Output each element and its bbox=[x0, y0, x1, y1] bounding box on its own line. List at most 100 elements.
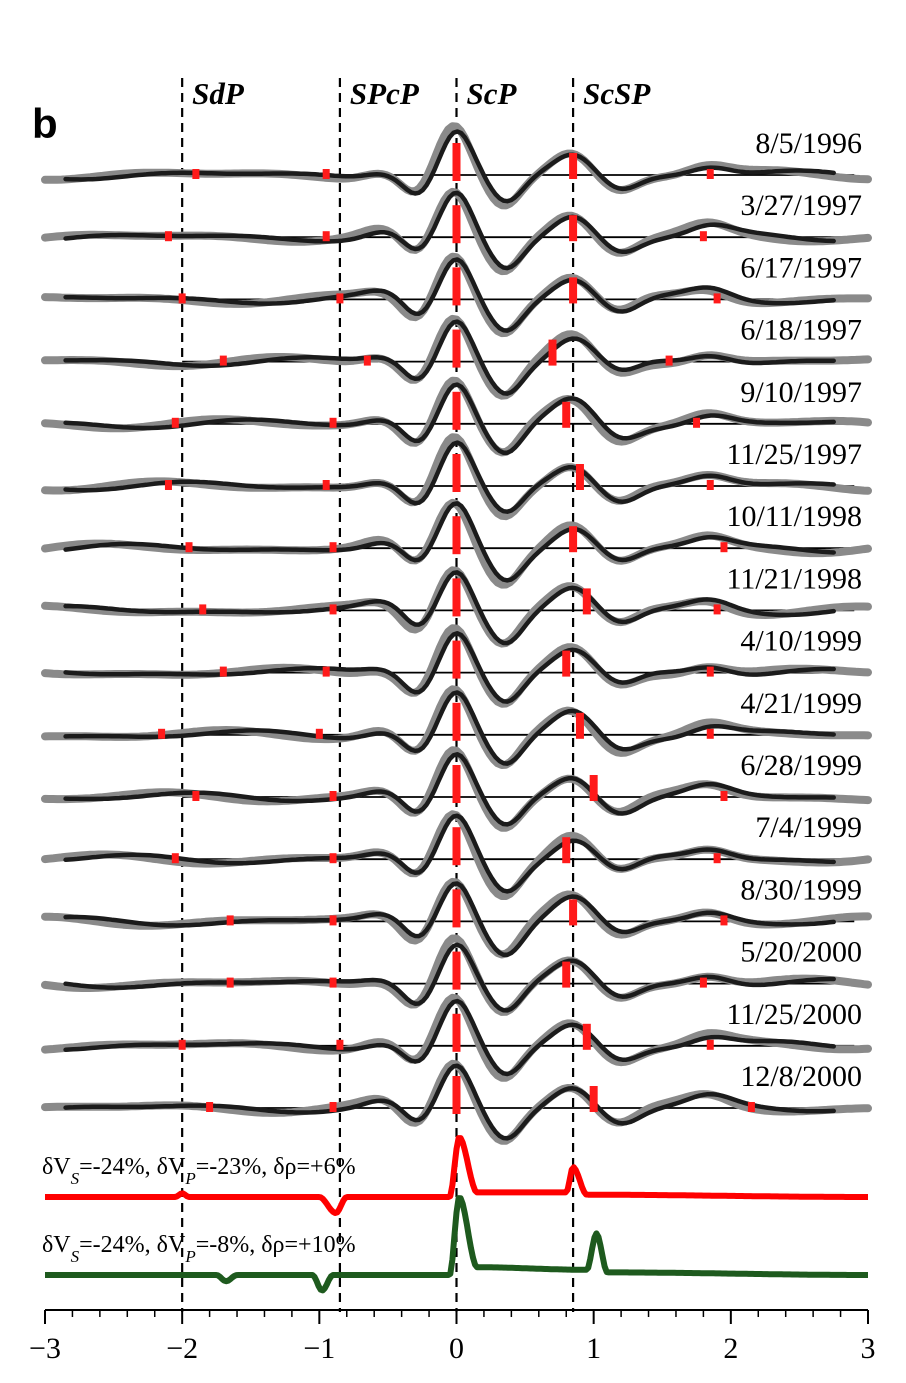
phase-marker bbox=[452, 454, 461, 492]
trace-stack-black bbox=[63, 631, 836, 704]
phase-marker bbox=[713, 293, 721, 304]
phase-marker bbox=[452, 1076, 461, 1114]
phase-marker bbox=[452, 143, 461, 181]
phase-marker bbox=[589, 1086, 598, 1112]
phase-marker bbox=[452, 391, 461, 430]
phase-marker bbox=[322, 231, 330, 242]
trace-date-label: 11/25/2000 bbox=[726, 998, 862, 1031]
x-axis: −3 −2 −1 0 1 2 3 bbox=[29, 1309, 876, 1365]
phase-marker bbox=[363, 355, 371, 366]
trace-date-label: 6/28/1999 bbox=[740, 749, 862, 782]
trace-date-label: 4/10/1999 bbox=[740, 625, 862, 658]
phase-marker bbox=[693, 417, 701, 428]
x-tick-label: 3 bbox=[861, 1332, 876, 1365]
synthetic-model-label: δVS=-24%, δVP=-8%, δρ=+10% bbox=[42, 1232, 356, 1266]
phase-marker bbox=[589, 775, 598, 801]
trace-stack-black bbox=[63, 440, 836, 514]
phase-marker bbox=[452, 765, 461, 803]
trace-stack-black bbox=[63, 190, 836, 271]
phase-marker bbox=[329, 915, 337, 926]
trace-11-25-1997: 11/25/1997 bbox=[41, 433, 872, 521]
phase-marker bbox=[582, 1023, 591, 1050]
phase-marker bbox=[164, 480, 172, 490]
trace-3-27-1997: 3/27/1997 bbox=[41, 187, 872, 276]
trace-stack-black bbox=[63, 813, 836, 894]
trace-stack-black bbox=[63, 998, 836, 1077]
trace-6-18-1997: 6/18/1997 bbox=[41, 314, 872, 400]
phase-label-sdp: SdP bbox=[192, 76, 245, 111]
x-tick-label: 0 bbox=[449, 1332, 464, 1365]
phase-marker bbox=[178, 1039, 186, 1050]
phase-marker bbox=[706, 1039, 714, 1050]
phase-marker bbox=[206, 1102, 214, 1112]
phase-label-spcp: SPcP bbox=[350, 76, 420, 111]
phase-marker bbox=[226, 915, 234, 926]
trace-stack-black bbox=[63, 501, 836, 583]
x-tick-label: −3 bbox=[29, 1332, 61, 1365]
trace-date-label: 10/11/1998 bbox=[726, 500, 862, 533]
phase-marker bbox=[699, 231, 707, 242]
phase-marker bbox=[322, 666, 330, 677]
phase-marker bbox=[706, 480, 714, 490]
trace-11-25-2000: 11/25/2000 bbox=[41, 993, 872, 1082]
synthetic-curve bbox=[44, 1195, 869, 1294]
synthetic-model-label: δVS=-24%, δVP=-23%, δρ=+6% bbox=[42, 1154, 356, 1188]
phase-marker bbox=[569, 899, 578, 926]
phase-marker bbox=[699, 977, 707, 988]
trace-stack-black bbox=[63, 690, 836, 766]
trace-stack-black bbox=[63, 257, 836, 333]
phase-marker bbox=[562, 837, 571, 864]
phase-marker bbox=[569, 277, 578, 304]
phase-marker bbox=[706, 728, 714, 739]
trace-11-21-1998: 11/21/1998 bbox=[41, 562, 872, 648]
phase-marker bbox=[548, 339, 557, 366]
phase-marker bbox=[329, 977, 337, 988]
phase-marker bbox=[158, 728, 166, 739]
phase-marker bbox=[452, 516, 461, 555]
phase-marker bbox=[575, 712, 584, 739]
phase-marker bbox=[315, 728, 323, 739]
trace-stack-black bbox=[63, 942, 836, 1013]
phase-marker bbox=[329, 853, 337, 864]
trace-date-label: 8/5/1996 bbox=[755, 127, 862, 160]
phase-marker bbox=[192, 169, 200, 179]
trace-date-label: 4/21/1999 bbox=[740, 687, 862, 720]
x-tick-label: 1 bbox=[586, 1332, 601, 1365]
phase-marker bbox=[199, 604, 207, 615]
trace-date-label: 5/20/2000 bbox=[740, 936, 862, 969]
phase-marker bbox=[720, 542, 728, 553]
phase-marker bbox=[452, 578, 461, 617]
phase-marker bbox=[171, 417, 179, 428]
phase-marker bbox=[562, 961, 571, 988]
trace-stack-black bbox=[63, 319, 836, 396]
phase-marker bbox=[322, 169, 330, 179]
traces: 8/5/1996 3/27/1997 6/17/1997 6/18/1997 9/10/… bbox=[41, 122, 872, 1145]
panel-label: b bbox=[32, 100, 58, 147]
phase-marker bbox=[219, 666, 227, 677]
trace-4-10-1999: 4/10/1999 bbox=[41, 624, 872, 708]
phase-marker bbox=[562, 650, 571, 677]
trace-8-5-1996: 8/5/1996 bbox=[41, 122, 872, 210]
phase-marker bbox=[706, 666, 714, 677]
synthetic-curve bbox=[44, 1135, 869, 1216]
trace-stack-black bbox=[63, 570, 836, 646]
phase-marker bbox=[747, 1102, 755, 1112]
trace-8-30-1999: 8/30/1999 bbox=[41, 873, 872, 959]
phase-marker bbox=[720, 915, 728, 926]
phase-marker bbox=[329, 791, 337, 801]
phase-marker bbox=[329, 417, 337, 428]
phase-marker bbox=[322, 480, 330, 490]
trace-date-label: 11/25/1997 bbox=[726, 438, 862, 471]
phase-marker bbox=[569, 153, 578, 179]
x-tick-label: 2 bbox=[723, 1332, 738, 1365]
trace-6-17-1997: 6/17/1997 bbox=[41, 251, 872, 338]
trace-date-label: 6/18/1997 bbox=[740, 314, 862, 347]
trace-date-label: 9/10/1997 bbox=[740, 376, 862, 409]
phase-marker bbox=[329, 542, 337, 553]
phase-marker bbox=[569, 526, 578, 553]
phase-marker bbox=[575, 464, 584, 490]
phase-label-scsp: ScSP bbox=[583, 76, 651, 111]
trace-9-10-1997: 9/10/1997 bbox=[41, 376, 872, 457]
phase-marker bbox=[219, 355, 227, 366]
